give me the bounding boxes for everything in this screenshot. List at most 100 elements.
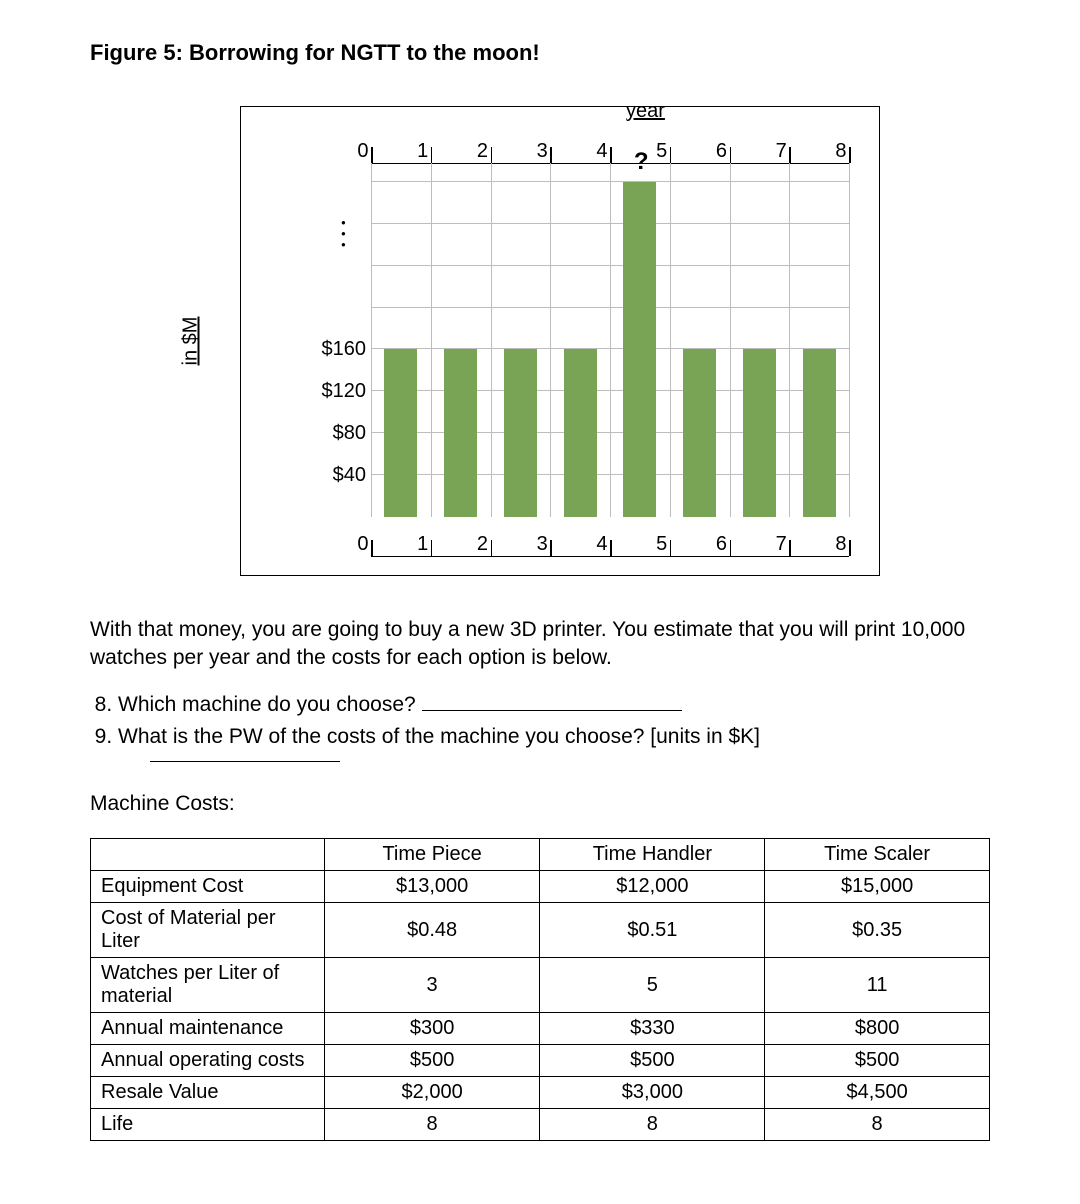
- gridline-vertical: [849, 163, 850, 517]
- chart-bar: [683, 349, 716, 517]
- x-tick: 5: [670, 540, 672, 556]
- x-tick: 0: [371, 540, 373, 556]
- x-tick: 5: [670, 147, 672, 163]
- table-cell: $500: [765, 1045, 990, 1077]
- table-row-header: Resale Value: [91, 1077, 325, 1109]
- chart-bar: [444, 349, 477, 517]
- table-cell: $2,000: [324, 1077, 540, 1109]
- table-row-header: Watches per Liter of material: [91, 958, 325, 1013]
- x-tick: 2: [491, 147, 493, 163]
- x-tick-label: 0: [357, 533, 368, 556]
- y-tick-label: $80: [296, 422, 366, 445]
- gridline-vertical: [550, 163, 551, 517]
- gridline-vertical: [610, 163, 611, 517]
- gridline-vertical: [730, 163, 731, 517]
- table-cell: $13,000: [324, 871, 540, 903]
- x-tick-label: 7: [776, 140, 787, 163]
- x-axis-bottom: 0 1 2 3 4 5 6 7 8: [371, 516, 849, 557]
- table-cell: $0.51: [540, 903, 765, 958]
- x-tick: 8: [849, 147, 851, 163]
- gridline-vertical: [431, 163, 432, 517]
- x-tick-label: 2: [477, 140, 488, 163]
- paragraph-text: With that money, you are going to buy a …: [90, 616, 990, 673]
- table-cell: $300: [324, 1013, 540, 1045]
- table-row-header: Annual maintenance: [91, 1013, 325, 1045]
- table-cell: $3,000: [540, 1077, 765, 1109]
- table-row-header: Equipment Cost: [91, 871, 325, 903]
- x-tick-label: 2: [477, 533, 488, 556]
- table-cell: $4,500: [765, 1077, 990, 1109]
- x-tick: 7: [789, 147, 791, 163]
- table-cell: $330: [540, 1013, 765, 1045]
- question-8: Which machine do you choose?: [118, 691, 990, 719]
- y-tick-label: $120: [296, 380, 366, 403]
- chart-container: in $M year 012345678 ? 012345678 ●●● $16…: [240, 106, 880, 576]
- chart-bar: [803, 349, 836, 517]
- table-row-header: Cost of Material per Liter: [91, 903, 325, 958]
- table-cell: $0.48: [324, 903, 540, 958]
- x-tick-label: 4: [596, 140, 607, 163]
- x-tick-label: 0: [357, 140, 368, 163]
- x-tick-label: 1: [417, 140, 428, 163]
- x-tick: 2: [491, 540, 493, 556]
- answer-blank-9[interactable]: [150, 761, 340, 762]
- x-tick: 7: [789, 540, 791, 556]
- x-tick-label: 6: [716, 533, 727, 556]
- question-9: What is the PW of the costs of the machi…: [118, 723, 990, 751]
- table-cell: 8: [324, 1109, 540, 1141]
- machine-cost-table: Time PieceTime HandlerTime Scaler Equipme…: [90, 838, 990, 1141]
- table-cell: $500: [540, 1045, 765, 1077]
- gridline-vertical: [491, 163, 492, 517]
- gridline-vertical: [789, 163, 790, 517]
- x-tick: 6: [730, 147, 732, 163]
- table-cell: $12,000: [540, 871, 765, 903]
- chart-bar: [623, 182, 656, 517]
- chart-bar: [504, 349, 537, 517]
- x-tick: 3: [550, 540, 552, 556]
- section-heading: Machine Costs:: [90, 792, 990, 816]
- table-column-header: Time Scaler: [765, 839, 990, 871]
- x-tick-label: 6: [716, 140, 727, 163]
- x-tick: 3: [550, 147, 552, 163]
- table-cell: 5: [540, 958, 765, 1013]
- chart-plot-area: ?: [371, 163, 849, 517]
- table-column-header: Time Piece: [324, 839, 540, 871]
- chart-bar: [564, 349, 597, 517]
- x-tick: 4: [610, 147, 612, 163]
- table-cell: $500: [324, 1045, 540, 1077]
- x-tick-label: 8: [835, 533, 846, 556]
- x-tick: 8: [849, 540, 851, 556]
- table-cell: $0.35: [765, 903, 990, 958]
- table-column-header: Time Handler: [540, 839, 765, 871]
- table-cell: 8: [765, 1109, 990, 1141]
- table-cell: $800: [765, 1013, 990, 1045]
- x-tick-label: 8: [835, 140, 846, 163]
- x-tick-label: 3: [537, 140, 548, 163]
- table-cell: $15,000: [765, 871, 990, 903]
- x-tick: 1: [431, 147, 433, 163]
- x-tick: 0: [371, 147, 373, 163]
- figure-title: Figure 5: Borrowing for NGTT to the moon…: [90, 40, 990, 66]
- x-tick-label: 1: [417, 533, 428, 556]
- x-tick-label: 7: [776, 533, 787, 556]
- x-tick-label: 4: [596, 533, 607, 556]
- y-tick-label: $160: [296, 338, 366, 361]
- y-axis-label: in $M: [180, 317, 203, 366]
- x-axis-label: year: [626, 100, 665, 123]
- answer-blank-8[interactable]: [422, 710, 682, 711]
- x-tick-label: 5: [656, 140, 667, 163]
- x-tick: 6: [730, 540, 732, 556]
- y-tick-label: $40: [296, 464, 366, 487]
- chart-bar: [743, 349, 776, 517]
- x-tick-label: 3: [537, 533, 548, 556]
- x-tick: 4: [610, 540, 612, 556]
- table-cell: 11: [765, 958, 990, 1013]
- table-cell: 8: [540, 1109, 765, 1141]
- table-row-header: Annual operating costs: [91, 1045, 325, 1077]
- table-cell: 3: [324, 958, 540, 1013]
- table-corner-cell: [91, 839, 325, 871]
- chart-bar: [384, 349, 417, 517]
- x-tick: 1: [431, 540, 433, 556]
- gridline-vertical: [670, 163, 671, 517]
- x-axis-top: 0 1 2 3 4 5 6 7 8: [371, 123, 849, 164]
